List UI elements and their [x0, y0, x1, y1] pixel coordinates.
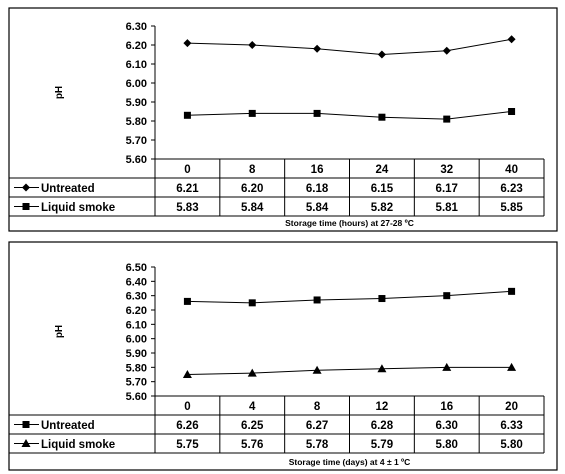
x-axis-label: Storage time (hours) at 27-28 ºC	[285, 218, 414, 228]
data-label: 6.15	[371, 183, 394, 195]
data-label: 6.18	[306, 183, 329, 195]
y-tick-label: 5.90	[126, 97, 147, 109]
legend-label: Liquid smoke	[41, 439, 115, 451]
data-point-0-1	[248, 41, 257, 49]
data-label: 6.25	[241, 420, 264, 432]
data-label: 5.80	[436, 439, 458, 451]
data-label: 5.76	[241, 439, 263, 451]
data-label: 5.83	[176, 202, 198, 214]
y-tick-label: 6.20	[126, 305, 147, 317]
data-point-0-2	[313, 44, 322, 53]
y-tick-label: 5.60	[126, 391, 147, 403]
data-point-1-1	[247, 368, 257, 377]
data-label: 5.79	[371, 439, 393, 451]
x-tick-label: 8	[314, 401, 321, 413]
y-tick-label: 5.80	[126, 116, 147, 128]
x-tick-label: 32	[440, 164, 453, 176]
y-tick-label: 6.30	[126, 291, 147, 303]
chart-storage-hours: 6.30 6.20 6.10 6.00 5.90 5.80 5.70 5.60 pH 0 8 16 24…	[8, 7, 558, 232]
y-axis-label: pH	[54, 325, 65, 338]
x-tick-label: 40	[505, 164, 518, 176]
data-point-0-2	[313, 296, 321, 304]
x-tick-label: 16	[311, 164, 324, 176]
y-tick-label: 5.70	[126, 135, 147, 147]
data-point-0-5	[507, 35, 516, 44]
data-label: 5.84	[241, 202, 264, 214]
y-tick-label: 6.40	[126, 276, 147, 288]
chart-border	[8, 7, 558, 232]
y-tick-label: 5.80	[126, 362, 147, 374]
legend-label: Untreated	[41, 183, 95, 195]
x-tick-label: 0	[184, 401, 190, 413]
legend-marker-1	[22, 203, 30, 210]
data-label: 6.28	[371, 420, 394, 432]
y-tick-label: 6.00	[126, 78, 147, 90]
y-tick-label: 5.90	[126, 348, 147, 360]
data-label: 6.21	[176, 183, 199, 195]
data-point-0-3	[378, 295, 386, 303]
data-point-1-0	[183, 111, 191, 119]
series-line-0	[187, 38, 512, 56]
data-label: 5.82	[371, 202, 393, 214]
series-line-1	[187, 366, 512, 375]
x-tick-label: 8	[249, 164, 256, 176]
series-line-1	[187, 111, 512, 120]
data-label: 6.27	[306, 420, 328, 432]
data-point-0-4	[442, 46, 451, 55]
series-line-0	[187, 290, 512, 304]
y-tick-label: 6.20	[126, 40, 147, 52]
data-point-0-5	[508, 287, 516, 295]
data-label: 6.26	[176, 420, 198, 432]
y-tick-label: 5.60	[126, 154, 147, 166]
y-tick-label: 6.10	[126, 59, 147, 71]
data-point-0-3	[377, 50, 386, 59]
data-label: 5.78	[306, 439, 329, 451]
data-label: 6.17	[436, 183, 458, 195]
x-axis-label: Storage time (days) at 4 ± 1 ºC	[289, 457, 411, 467]
data-label: 5.75	[176, 439, 199, 451]
x-tick-label: 20	[505, 401, 518, 413]
data-point-1-1	[248, 109, 256, 117]
data-point-0-0	[183, 297, 191, 305]
data-label: 6.20	[241, 183, 263, 195]
data-point-1-5	[508, 108, 516, 115]
data-point-1-0	[182, 370, 192, 378]
x-tick-label: 16	[440, 401, 453, 413]
legend-marker-0	[22, 421, 30, 428]
data-point-1-4	[442, 362, 452, 371]
y-tick-label: 6.30	[126, 21, 147, 33]
y-axis-label: pH	[54, 86, 65, 99]
data-label: 5.85	[500, 202, 523, 214]
y-tick-label: 5.70	[126, 377, 147, 389]
data-label: 5.81	[436, 202, 459, 214]
data-point-1-3	[378, 113, 386, 121]
data-point-1-4	[443, 115, 451, 123]
chart-storage-days: 6.50 6.40 6.30 6.20 6.10 6.00 5.90 5.80 5.70 5.60…	[8, 241, 558, 471]
data-point-1-2	[313, 109, 321, 117]
x-tick-label: 4	[249, 401, 256, 413]
data-point-1-3	[377, 364, 387, 373]
data-label: 6.23	[500, 183, 522, 195]
legend-label: Untreated	[41, 420, 95, 432]
chart-border	[8, 241, 558, 471]
y-tick-label: 6.10	[126, 319, 147, 331]
data-point-0-0	[183, 39, 192, 48]
x-tick-label: 24	[376, 164, 389, 176]
legend-marker-1	[21, 439, 31, 447]
data-point-1-5	[507, 362, 517, 371]
y-tick-label: 6.50	[126, 262, 147, 274]
data-label: 5.80	[500, 439, 522, 451]
x-tick-label: 0	[184, 164, 190, 176]
data-point-0-4	[443, 292, 451, 300]
data-label: 6.30	[436, 420, 458, 432]
data-label: 5.84	[306, 202, 329, 214]
x-tick-label: 12	[376, 401, 389, 413]
data-label: 6.33	[500, 420, 522, 432]
y-tick-label: 6.00	[126, 334, 147, 346]
legend-label: Liquid smoke	[41, 202, 115, 214]
data-point-1-2	[312, 365, 322, 374]
data-point-0-1	[248, 299, 256, 307]
legend-marker-0	[22, 183, 30, 192]
